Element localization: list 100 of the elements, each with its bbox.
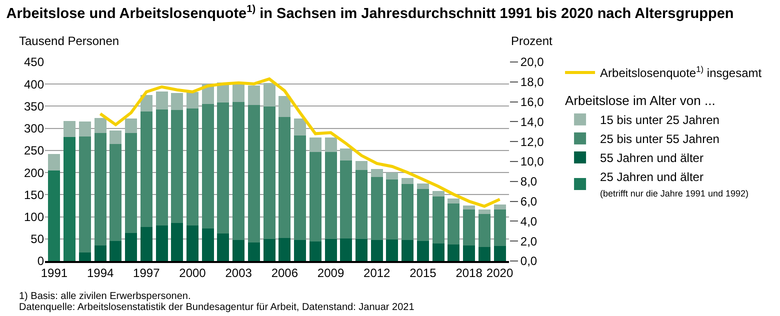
- bar: [64, 137, 76, 261]
- legend-label: 55 Jahren und älter: [600, 151, 704, 166]
- bar: [324, 238, 337, 261]
- y-tick-label: 300: [24, 122, 44, 136]
- x-tick-label: 2006: [271, 266, 298, 280]
- bar: [125, 118, 138, 133]
- bar: [416, 241, 429, 261]
- bar: [478, 214, 490, 247]
- x-tick-label: 2009: [317, 266, 344, 280]
- y2-tick-label: 0,0: [520, 254, 538, 268]
- y-tick-label: 50: [30, 232, 44, 246]
- bar: [478, 246, 490, 261]
- x-tick-label: 2000: [179, 266, 206, 280]
- y2-tick-label: 18,0: [520, 75, 544, 90]
- bar: [478, 210, 490, 214]
- bar: [48, 170, 60, 261]
- y2-tick-label: 20,0: [520, 55, 544, 70]
- bar: [171, 92, 184, 110]
- bar: [448, 198, 460, 204]
- y2-tick-label: 4,0: [520, 214, 538, 228]
- bar: [463, 246, 476, 261]
- y2-tick-label: 14,0: [520, 114, 544, 129]
- y2-tick-label: 8,0: [520, 174, 538, 189]
- y-tick-label: 200: [24, 166, 44, 180]
- bar: [140, 112, 152, 227]
- x-tick-label: 1991: [40, 266, 68, 280]
- bar: [386, 239, 398, 261]
- bar: [448, 244, 460, 261]
- bar: [370, 176, 383, 240]
- x-tick-label: 2012: [364, 266, 391, 280]
- bar: [78, 252, 91, 261]
- bar: [110, 144, 122, 242]
- bar: [217, 102, 230, 234]
- bar: [356, 238, 368, 261]
- text: 1) Basis: alle zivilen Erwerbspersonen.: [19, 291, 191, 302]
- bar: [402, 178, 414, 184]
- bar: [94, 118, 106, 133]
- bar: [94, 246, 106, 261]
- bar: [309, 242, 322, 261]
- bar: [232, 84, 245, 102]
- bar: [432, 243, 444, 261]
- bar: [340, 160, 352, 238]
- bar: [78, 121, 91, 136]
- bar: [232, 240, 245, 261]
- bar: [402, 184, 414, 240]
- bar: [217, 234, 230, 261]
- bar: [416, 188, 429, 242]
- bar: [324, 138, 337, 152]
- x-tick-label: 2018: [456, 266, 483, 280]
- y2-axis-title: Prozent: [511, 34, 554, 48]
- bar: [432, 191, 444, 196]
- bar: [232, 102, 245, 240]
- bar: [463, 210, 476, 246]
- line-series: [98, 77, 502, 208]
- bar: [186, 92, 198, 108]
- bar: [386, 172, 398, 180]
- y-tick-label: 150: [24, 188, 44, 202]
- bar: [494, 204, 506, 210]
- bar: [186, 226, 198, 261]
- bar: [278, 116, 291, 238]
- bar: [294, 118, 306, 136]
- y2-tick-label: 10,0: [520, 154, 544, 169]
- bar: [156, 226, 168, 261]
- bar: [78, 136, 91, 253]
- bar: [340, 238, 352, 261]
- bar: [294, 135, 306, 240]
- y-tick-label: 250: [24, 144, 44, 158]
- bar: [125, 132, 138, 234]
- bar: [416, 184, 429, 189]
- bar: [278, 96, 291, 117]
- bar: [171, 110, 184, 223]
- bar: [48, 154, 60, 170]
- bar: [202, 104, 214, 229]
- x-tick-label: 1994: [86, 266, 114, 280]
- bar: [432, 196, 444, 244]
- bar: [294, 240, 306, 261]
- y-tick-label: 350: [24, 99, 44, 114]
- bar: [110, 130, 122, 144]
- bar: [494, 246, 506, 261]
- legend-label: Arbeitslosenquote$^{1)}$ insgesamt: [600, 64, 762, 80]
- bar: [340, 148, 352, 161]
- y-tick-label: 0: [37, 254, 44, 268]
- bar: [263, 106, 276, 239]
- bar: [386, 180, 398, 240]
- text: Datenquelle: Arbeitslosenstatistik der Bundesagentur für Arbeit, Datenstand: Januar 2021: [19, 302, 415, 313]
- bar: [125, 233, 138, 261]
- bar: [64, 120, 76, 138]
- bar: [263, 83, 276, 107]
- y2-tick-label: 16,0: [520, 95, 544, 109]
- bar: [94, 132, 106, 246]
- bar: [324, 152, 337, 239]
- y-axis-title: Tausend Personen: [19, 34, 120, 48]
- bar: [356, 161, 368, 170]
- bar: [356, 170, 368, 239]
- x-tick-label: 2003: [225, 266, 252, 280]
- bar: [171, 222, 184, 261]
- bar: [140, 95, 152, 112]
- x-tick-label: 2020: [486, 266, 514, 280]
- bar: [463, 205, 476, 210]
- bar: [309, 152, 322, 242]
